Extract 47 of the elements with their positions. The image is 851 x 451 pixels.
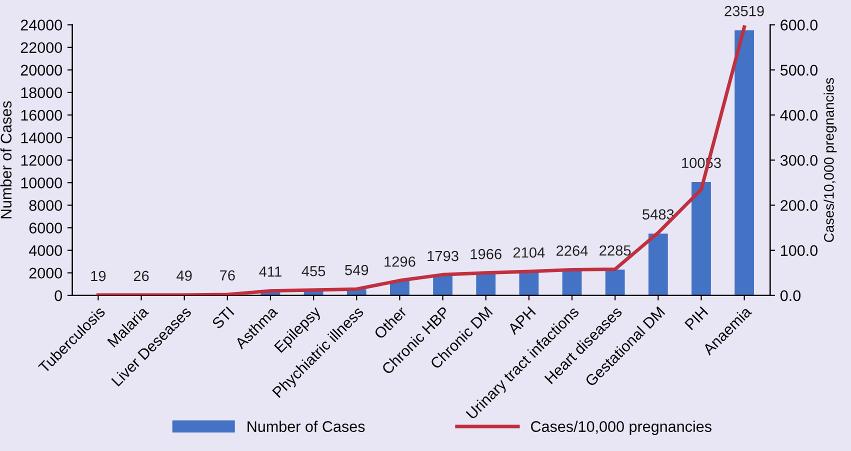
- y-tick-label: 12000: [21, 154, 62, 166]
- bar: [605, 270, 625, 296]
- y-tick-label: 24000: [20, 20, 62, 30]
- bar: [648, 234, 668, 296]
- data-label: 1296: [384, 256, 416, 267]
- y2-tick-label: 500.0: [780, 64, 818, 76]
- x-tick-label: STI: [211, 306, 234, 330]
- y-tick-label: 22000: [20, 42, 62, 54]
- y-tick-label: 8000: [29, 200, 62, 211]
- y2-tick-label: 100.0: [781, 245, 818, 256]
- data-label: 455: [302, 266, 326, 276]
- y2-tick-label: 300.0: [780, 154, 818, 166]
- data-label: 549: [345, 264, 368, 276]
- y-tick-label: 4000: [28, 245, 62, 256]
- data-label: 2264: [556, 246, 588, 256]
- data-label: 49: [176, 270, 192, 281]
- legend-label: Cases/10,000 pregnancies: [531, 420, 712, 435]
- data-label: 26: [134, 270, 149, 282]
- y-tick-label: 2000: [29, 268, 62, 279]
- data-label: 76: [220, 270, 235, 281]
- y-tick-label: 10000: [21, 178, 62, 188]
- data-label: 411: [259, 266, 282, 277]
- y-tick-label: 20000: [20, 64, 62, 76]
- y2-tick-label: 200.0: [780, 200, 818, 211]
- data-label: 2104: [513, 247, 545, 258]
- y-tick-label: 0: [54, 290, 62, 302]
- bar: [734, 30, 754, 296]
- data-label: 1793: [428, 250, 458, 262]
- y2-tick-label: 0.0: [780, 290, 801, 302]
- data-label: 2285: [600, 245, 631, 256]
- bar: [692, 182, 711, 296]
- data-label: 1966: [470, 248, 502, 260]
- data-label: 19: [91, 270, 106, 282]
- data-label: 23519: [724, 6, 764, 16]
- y2-tick-label: 400.0: [780, 110, 818, 121]
- bar: [562, 270, 582, 296]
- legend-label: Number of Cases: [248, 420, 365, 432]
- y-tick-label: 14000: [21, 132, 62, 144]
- y-tick-label: 6000: [29, 222, 62, 234]
- y-axis-title: Number of Cases: [0, 101, 12, 218]
- bar: [433, 275, 452, 296]
- y2-axis-title: Cases/10,000 pregnancies: [824, 78, 837, 242]
- y2-tick-label: 600.0: [780, 20, 818, 30]
- y-tick-label: 16000: [21, 110, 62, 121]
- bar: [476, 273, 496, 296]
- bar: [519, 272, 539, 296]
- y-tick-label: 18000: [21, 87, 62, 98]
